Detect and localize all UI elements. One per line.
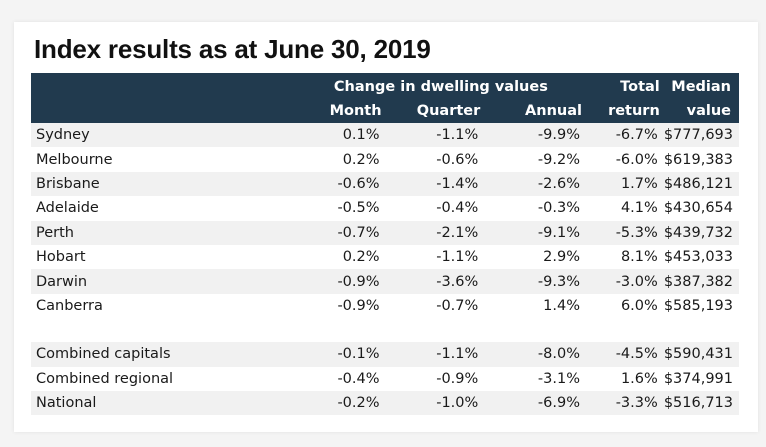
table-row: Melbourne 0.2% -0.6% -9.2% -6.0% $619,383 (31, 147, 739, 171)
cell-median-value: $387,382 (663, 273, 733, 290)
table-row: Sydney 0.1% -1.1% -9.9% -6.7% $777,693 (31, 123, 739, 148)
cell-annual: -9.2% (537, 151, 580, 168)
cell-annual: -2.6% (537, 175, 580, 192)
cell-quarter: -0.9% (436, 370, 479, 387)
cell-quarter: -1.1% (436, 249, 479, 266)
cell-quarter: -1.0% (436, 395, 479, 412)
cell-quarter: -0.6% (436, 151, 479, 168)
cell-month: 0.2% (342, 249, 380, 266)
cell-month: 0.2% (342, 151, 380, 168)
table-row: Perth -0.7% -2.1% -9.1% -5.3% $439,732 (31, 220, 739, 245)
cell-city: Perth (36, 224, 74, 241)
header-annual: Annual (484, 99, 586, 123)
cell-quarter: -2.1% (436, 224, 479, 241)
table-header: Change in dwelling values Total Median M… (31, 73, 739, 123)
cell-median-value: $374,991 (663, 370, 733, 387)
cell-median-value: $619,383 (663, 151, 733, 168)
cell-annual: -6.9% (537, 395, 580, 412)
header-median-value-line2: value (663, 99, 739, 123)
cell-total-return: 8.1% (620, 249, 658, 266)
cell-total-return: -3.0% (615, 273, 658, 290)
cell-total-return: 1.6% (620, 370, 658, 387)
header-blank (31, 73, 296, 99)
cell-month: 0.1% (342, 127, 380, 144)
table-row: Adelaide -0.5% -0.4% -0.3% 4.1% $430,654 (31, 196, 739, 220)
cell-month: -0.4% (337, 370, 380, 387)
cell-total-return: -3.3% (615, 395, 658, 412)
cell-median-value: $590,431 (663, 346, 733, 363)
header-quarter: Quarter (385, 99, 485, 123)
cell-city: Melbourne (36, 151, 113, 168)
spacer-cell (386, 318, 485, 342)
cell-total-return: 6.0% (620, 297, 658, 314)
cell-annual: 2.9% (543, 249, 580, 266)
header-median-value: Median (663, 73, 739, 99)
cell-total-return: 4.1% (620, 200, 658, 217)
cell-city: Adelaide (36, 200, 99, 217)
cell-month: -0.9% (337, 273, 380, 290)
table-row: Hobart 0.2% -1.1% 2.9% 8.1% $453,033 (31, 245, 739, 269)
cell-city: Combined regional (36, 370, 174, 387)
cell-city: Brisbane (36, 175, 100, 192)
cell-quarter: -0.7% (436, 297, 479, 314)
cell-annual: -9.3% (537, 273, 580, 290)
cell-month: -0.6% (337, 175, 380, 192)
table-body: Sydney 0.1% -1.1% -9.9% -6.7% $777,693 Melbour… (31, 123, 739, 416)
index-results-table: Change in dwelling values Total Median M… (31, 73, 739, 416)
cell-month: -0.2% (337, 395, 380, 412)
table-row: Brisbane -0.6% -1.4% -2.6% 1.7% $486,121 (31, 171, 739, 197)
cell-city: Hobart (36, 249, 86, 266)
cell-median-value: $585,193 (663, 297, 733, 314)
cell-quarter: -1.1% (436, 127, 479, 144)
table-row: Combined regional -0.4% -0.9% -3.1% 1.6% $374… (31, 367, 739, 391)
cell-total-return: 1.7% (620, 175, 658, 192)
header-change-group: Change in dwelling values (295, 73, 586, 99)
spacer-cell (664, 318, 739, 342)
cell-median-value: $453,033 (663, 249, 733, 266)
cell-city: Darwin (36, 273, 88, 290)
table-row: National -0.2% -1.0% -6.9% -3.3% $516,713 (31, 390, 739, 416)
cell-median-value: $430,654 (663, 200, 733, 217)
header-total-return: Total (586, 73, 664, 99)
header-blank (31, 99, 296, 123)
cell-city: Combined capitals (36, 346, 171, 363)
cell-median-value: $777,693 (663, 127, 733, 144)
cell-month: -0.1% (337, 346, 380, 363)
cell-quarter: -3.6% (436, 273, 479, 290)
cell-city: Sydney (36, 127, 90, 144)
cell-annual: -0.3% (537, 200, 580, 217)
cell-annual: -8.0% (537, 346, 580, 363)
cell-total-return: -6.7% (615, 127, 658, 144)
cell-median-value: $516,713 (663, 395, 733, 412)
cell-quarter: -1.4% (436, 175, 479, 192)
cell-median-value: $439,732 (663, 224, 733, 241)
cell-quarter: -1.1% (436, 346, 479, 363)
spacer-cell (31, 318, 296, 342)
page-title: Index results as at June 30, 2019 (34, 34, 431, 64)
table-row: Canberra -0.9% -0.7% 1.4% 6.0% $585,193 (31, 294, 739, 318)
cell-total-return: -4.5% (615, 346, 658, 363)
cell-total-return: -6.0% (615, 151, 658, 168)
header-month: Month (295, 99, 386, 123)
spacer-cell (586, 318, 664, 342)
spacer-cell (484, 318, 586, 342)
header-total-return-line2: return (586, 99, 664, 123)
spacer-cell (296, 318, 386, 342)
cell-annual: -9.1% (537, 224, 580, 241)
cell-total-return: -5.3% (615, 224, 658, 241)
cell-city: National (36, 395, 97, 412)
cell-month: -0.9% (337, 297, 380, 314)
cell-quarter: -0.4% (436, 200, 479, 217)
cell-median-value: $486,121 (663, 175, 733, 192)
cell-month: -0.7% (337, 224, 380, 241)
cell-annual: -3.1% (537, 370, 580, 387)
spacer-row (31, 318, 739, 342)
table-row: Darwin -0.9% -3.6% -9.3% -3.0% $387,382 (31, 269, 739, 294)
cell-annual: 1.4% (543, 297, 580, 314)
cell-month: -0.5% (337, 200, 380, 217)
cell-annual: -9.9% (537, 127, 580, 144)
cell-city: Canberra (36, 297, 103, 314)
table-row: Combined capitals -0.1% -1.1% -8.0% -4.5% $59… (31, 342, 739, 367)
